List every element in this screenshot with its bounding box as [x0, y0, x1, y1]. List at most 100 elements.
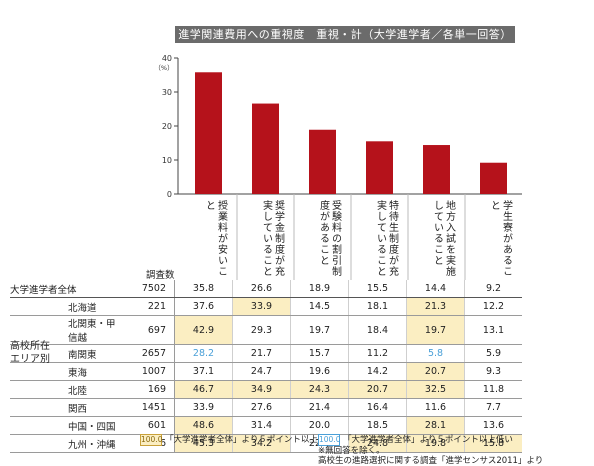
table-cell: 46.7 — [174, 380, 233, 399]
table-cell: 13.1 — [464, 315, 522, 345]
table-cell: 19.8 — [406, 434, 465, 453]
table-cell: 31.4 — [232, 416, 291, 435]
row-label: 東海 — [10, 362, 118, 381]
chart-title: 進学関連費用への重視度 重視・計（大学進学者／各単一回答） — [175, 26, 515, 43]
table-cell: 29.3 — [232, 315, 291, 345]
row-label: 南関東 — [10, 344, 118, 363]
table-cell: 15.5 — [348, 280, 407, 298]
table-cell: 24.8 — [348, 434, 407, 453]
bar — [309, 129, 336, 194]
table-cell: 28.1 — [406, 416, 465, 435]
table-row: 中国・四国 601 48.6 31.4 20.0 18.5 28.1 13.6 — [10, 416, 522, 435]
y-unit-label: （%） — [154, 64, 173, 72]
group-label-text: 高校所在エリア別 — [10, 341, 50, 365]
table-cell: 37.1 — [174, 362, 233, 381]
table-cell: 18.4 — [348, 315, 407, 345]
legend-low-text: 「大学進学者全体」より５ポイント以上低い — [343, 435, 513, 445]
table-cell: 15.7 — [290, 344, 349, 363]
table-cell: 14.5 — [290, 297, 349, 316]
table-cell: 20.0 — [290, 416, 349, 435]
table-cell: 14.4 — [406, 280, 465, 298]
table-cell: 19.7 — [290, 315, 349, 345]
table-cell: 34.2 — [232, 434, 291, 453]
row-label: 北海道 — [10, 297, 118, 316]
table-cell: 11.2 — [348, 344, 407, 363]
table-cell: 18.5 — [348, 416, 407, 435]
total-row: 大学進学者全体 7502 35.8 26.6 18.9 15.5 14.4 9.2 — [10, 280, 522, 298]
row-label: 北陸 — [10, 380, 118, 399]
row-count: 221 — [118, 297, 175, 316]
legend-low: 100.0 「大学進学者全体」より５ポイント以上低い — [318, 433, 513, 446]
y-tick-label: 10 — [162, 156, 172, 165]
table-cell: 9.2 — [464, 280, 522, 298]
table-cell: 15.8 — [464, 434, 522, 453]
row-label: 大学進学者全体 — [10, 280, 118, 298]
y-tick-label: 0 — [167, 190, 172, 199]
table-cell: 24.7 — [232, 362, 291, 381]
legend-high-text: 「大学進学者全体」より５ポイント以上高い — [165, 435, 335, 445]
category-label: 受験料の割引制度があること — [317, 200, 341, 277]
table-cell: 42.9 — [174, 315, 233, 345]
table-cell: 19.7 — [406, 315, 465, 345]
row-label: 九州・沖縄 — [10, 434, 118, 453]
category-label: 特待生制度が充実していること — [374, 200, 398, 277]
table-cell: 19.6 — [290, 362, 349, 381]
bar — [423, 145, 450, 194]
category-label: 学生寮があること — [488, 200, 512, 277]
table-cell: 9.3 — [464, 362, 522, 381]
bar-chart: 0 10 20 30 40（%） — [154, 54, 522, 280]
row-count: 2657 — [118, 344, 175, 363]
table-row: 東海 1007 37.1 24.7 19.6 14.2 20.7 9.3 — [10, 362, 522, 381]
table-cell: 20.7 — [406, 362, 465, 381]
data-table: 大学進学者全体 7502 35.8 26.6 18.9 15.5 14.4 9.2 北海道 221… — [10, 280, 522, 453]
group-label: 高校所在エリア別 — [10, 340, 70, 366]
legend-high-swatch: 100.0 — [140, 433, 163, 446]
count-header: 調査数 — [146, 270, 175, 281]
table-cell: 18.1 — [348, 297, 407, 316]
legend-low-swatch: 100.0 — [318, 433, 341, 446]
table-cell: 11.6 — [406, 398, 465, 417]
bar — [252, 103, 279, 194]
bar — [480, 162, 507, 194]
table-cell: 24.3 — [290, 380, 349, 399]
table-cell: 13.6 — [464, 416, 522, 435]
y-tick-label: 30 — [162, 88, 172, 97]
table-cell: 7.7 — [464, 398, 522, 417]
bar — [366, 141, 393, 194]
table-cell: 33.9 — [232, 297, 291, 316]
notes: ※無回答を除く。 高校生の進路選択に関する調査「進学センサス2011」より — [318, 446, 543, 466]
table-cell: 14.2 — [348, 362, 407, 381]
bars — [195, 72, 507, 194]
y-axis: 0 10 20 30 40（%） — [154, 54, 522, 280]
table-row: 北陸 169 46.7 34.9 24.3 20.7 32.5 11.8 — [10, 380, 522, 399]
table-cell: 33.9 — [174, 398, 233, 417]
table-cell: 45.3 — [174, 434, 233, 453]
row-label: 関西 — [10, 398, 118, 417]
table-cell: 26.6 — [232, 280, 291, 298]
table-cell: 27.6 — [232, 398, 291, 417]
row-count: 601 — [118, 416, 175, 435]
category-label: 地方入試を実施していること — [431, 200, 455, 277]
table-cell: 35.8 — [174, 280, 233, 298]
y-tick-label: 20 — [162, 122, 172, 131]
row-label: 中国・四国 — [10, 416, 118, 435]
category-label: 奨学金制度が充実していること — [260, 200, 284, 277]
row-count: 1451 — [118, 398, 175, 417]
table-cell: 5.8 — [406, 344, 465, 363]
row-count: 1007 — [118, 362, 175, 381]
category-label: 授業料が安いこと — [203, 200, 227, 277]
table-cell: 21.4 — [290, 398, 349, 417]
table-row: 関西 1451 33.9 27.6 21.4 16.4 11.6 7.7 — [10, 398, 522, 417]
row-label: 北関東・甲信越 — [10, 315, 118, 345]
table-cell: 21.7 — [232, 344, 291, 363]
legend-high: 100.0 「大学進学者全体」より５ポイント以上高い — [140, 433, 335, 446]
row-count: 697 — [118, 315, 175, 345]
table-cell: 34.9 — [232, 380, 291, 399]
table-cell: 48.6 — [174, 416, 233, 435]
table-cell: 28.2 — [174, 344, 233, 363]
table-row: 南関東 2657 28.2 21.7 15.7 11.2 5.8 5.9 — [10, 344, 522, 363]
table-cell: 20.7 — [348, 380, 407, 399]
table-cell: 16.4 — [348, 398, 407, 417]
table-row: 北関東・甲信越 697 42.9 29.3 19.7 18.4 19.7 13.1 — [10, 315, 522, 345]
table-cell: 18.9 — [290, 280, 349, 298]
